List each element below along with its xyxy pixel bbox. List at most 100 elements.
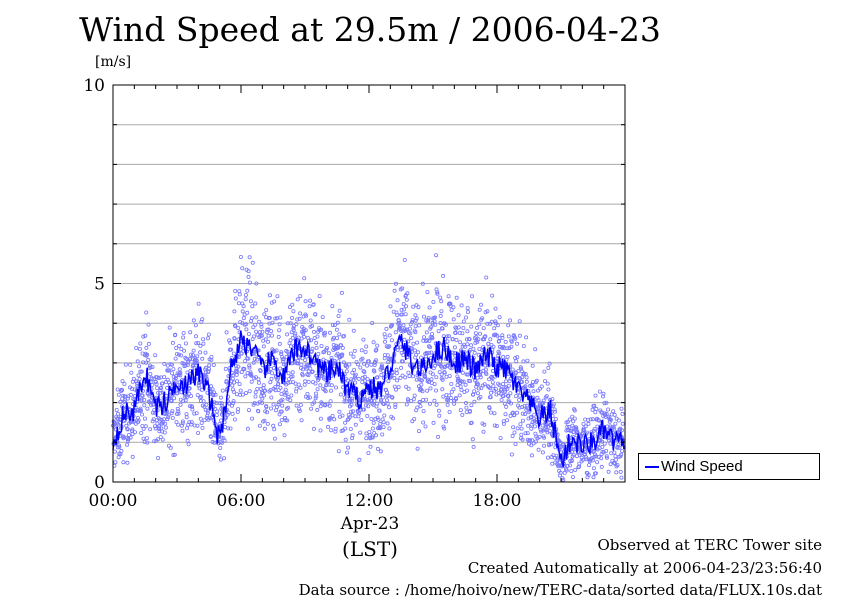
scatter-point	[545, 455, 550, 460]
scatter-point	[129, 370, 134, 375]
scatter-point	[311, 302, 316, 307]
scatter-point	[536, 398, 541, 403]
scatter-point	[445, 363, 450, 368]
scatter-point	[272, 349, 277, 354]
scatter-point	[350, 396, 355, 401]
scatter-point	[364, 344, 369, 349]
scatter-point	[420, 389, 425, 394]
scatter-point	[293, 381, 298, 386]
scatter-point	[387, 426, 392, 431]
scatter-point	[469, 403, 474, 408]
scatter-point	[268, 388, 273, 393]
scatter-point	[395, 298, 400, 303]
scatter-point	[519, 432, 524, 437]
scatter-point	[125, 427, 130, 432]
scatter-point	[327, 403, 332, 408]
scatter-point	[597, 418, 602, 423]
scatter-point	[254, 315, 259, 320]
scatter-point	[421, 338, 426, 343]
scatter-point	[376, 417, 381, 422]
scatter-point	[170, 409, 175, 414]
scatter-point	[583, 450, 588, 455]
scatter-point	[374, 347, 379, 352]
scatter-point	[277, 322, 282, 327]
scatter-point	[183, 363, 188, 368]
scatter-point	[256, 380, 261, 385]
scatter-point	[427, 350, 432, 355]
scatter-point	[276, 381, 281, 386]
scatter-point	[398, 375, 403, 380]
scatter-point	[370, 426, 375, 431]
scatter-point	[307, 395, 312, 400]
scatter-point	[472, 350, 477, 355]
scatter-point	[184, 394, 189, 399]
scatter-point	[238, 388, 243, 393]
scatter-point	[384, 398, 389, 403]
scatter-point	[510, 433, 515, 438]
scatter-point	[602, 441, 607, 446]
scatter-point	[310, 346, 315, 351]
scatter-point	[594, 406, 599, 411]
scatter-point	[400, 286, 405, 291]
scatter-point	[260, 329, 265, 334]
scatter-point	[404, 297, 409, 302]
scatter-point	[518, 422, 523, 427]
scatter-point	[241, 304, 246, 309]
scatter-point	[482, 382, 487, 387]
scatter-point	[316, 351, 321, 356]
scatter-point	[490, 293, 495, 298]
scatter-point	[414, 352, 419, 357]
scatter-point	[131, 376, 136, 381]
scatter-point	[530, 438, 535, 443]
scatter-point	[456, 378, 461, 383]
scatter-point	[468, 378, 473, 383]
scatter-point	[451, 317, 456, 322]
scatter-point	[282, 415, 287, 420]
scatter-point	[201, 337, 206, 342]
scatter-point	[544, 394, 549, 399]
scatter-point	[318, 383, 323, 388]
scatter-point	[139, 369, 144, 374]
scatter-point	[550, 397, 555, 402]
scatter-point	[430, 336, 435, 341]
scatter-point	[463, 400, 468, 405]
scatter-point	[311, 329, 316, 334]
scatter-point	[569, 429, 574, 434]
scatter-point	[358, 365, 363, 370]
scatter-point	[506, 383, 511, 388]
scatter-point	[517, 333, 522, 338]
scatter-point	[253, 375, 258, 380]
scatter-point	[369, 416, 374, 421]
scatter-point	[421, 420, 426, 425]
scatter-point	[398, 326, 403, 331]
scatter-point	[375, 415, 380, 420]
scatter-point	[264, 308, 269, 313]
scatter-point	[434, 402, 439, 407]
scatter-point	[286, 371, 291, 376]
scatter-point	[436, 329, 441, 334]
scatter-point	[191, 318, 196, 323]
scatter-point	[363, 379, 368, 384]
scatter-point	[482, 334, 487, 339]
scatter-point	[382, 356, 387, 361]
scatter-point	[488, 395, 493, 400]
scatter-point	[538, 427, 543, 432]
scatter-point	[613, 421, 618, 426]
scatter-point	[190, 353, 195, 358]
scatter-point	[606, 469, 611, 474]
scatter-point	[224, 378, 229, 383]
scatter-point	[343, 426, 348, 431]
scatter-point	[571, 475, 576, 480]
scatter-point	[181, 330, 186, 335]
scatter-point	[415, 446, 420, 451]
scatter-point	[275, 294, 280, 299]
scatter-point	[349, 409, 354, 414]
scatter-point	[148, 427, 153, 432]
scatter-point	[590, 417, 595, 422]
scatter-point	[608, 462, 613, 467]
scatter-point	[116, 455, 121, 460]
scatter-point	[521, 418, 526, 423]
scatter-point	[496, 353, 501, 358]
scatter-point	[500, 382, 505, 387]
scatter-point	[253, 301, 258, 306]
